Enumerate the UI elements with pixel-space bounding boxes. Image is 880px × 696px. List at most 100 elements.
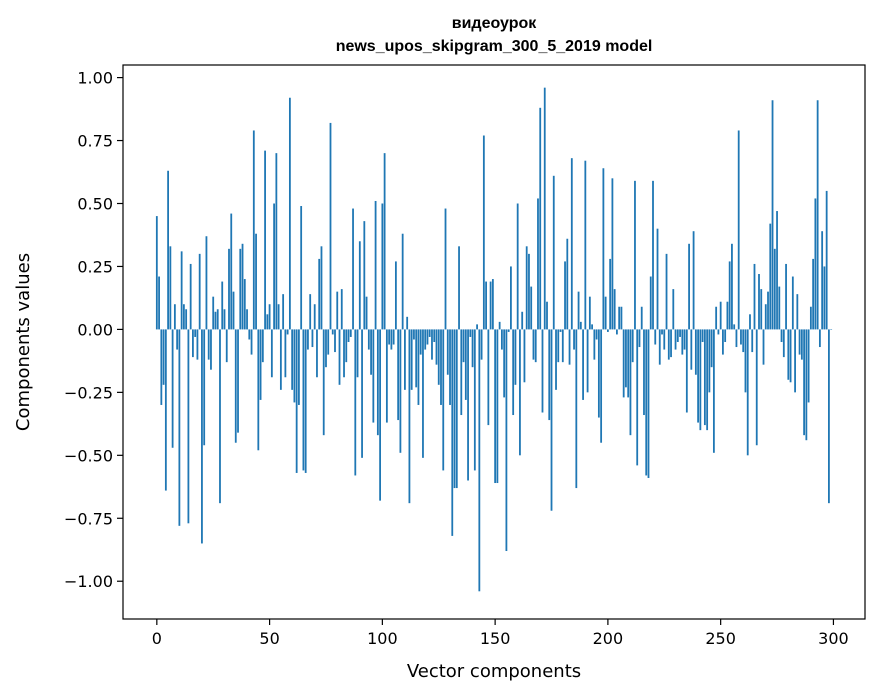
- bar: [548, 329, 551, 421]
- bar: [268, 304, 271, 330]
- bar: [665, 253, 668, 330]
- bar: [645, 329, 648, 476]
- bar: [406, 316, 409, 330]
- bar: [640, 306, 643, 330]
- bar: [755, 329, 758, 446]
- bar: [692, 231, 695, 330]
- bar: [494, 329, 497, 484]
- bar: [212, 296, 215, 330]
- bar: [769, 223, 772, 330]
- bar: [728, 261, 731, 330]
- bar: [744, 329, 747, 393]
- bar: [794, 329, 796, 393]
- bar: [570, 158, 573, 330]
- bar: [180, 251, 183, 330]
- bar: [584, 160, 587, 330]
- bar: [325, 329, 327, 368]
- bar: [616, 329, 618, 335]
- bar: [505, 329, 508, 552]
- bar: [737, 130, 740, 330]
- bar: [214, 311, 217, 330]
- bar: [525, 246, 528, 330]
- y-axis-label: Components values: [13, 253, 34, 431]
- bar: [537, 198, 539, 330]
- bar: [663, 329, 666, 350]
- bar: [654, 329, 657, 345]
- bar: [295, 329, 298, 473]
- bar: [647, 329, 650, 478]
- y-tick-label: 0.25: [77, 257, 113, 276]
- bar: [453, 329, 456, 489]
- bar: [597, 329, 600, 418]
- bar: [618, 306, 621, 330]
- bar: [573, 329, 575, 350]
- bar: [629, 329, 632, 436]
- bar: [221, 281, 224, 330]
- bar: [681, 329, 684, 355]
- bar: [674, 329, 677, 350]
- bar: [776, 211, 778, 330]
- bar: [638, 329, 641, 348]
- bar: [228, 248, 230, 330]
- bar: [791, 276, 794, 330]
- bar: [582, 329, 584, 400]
- y-tick-label: 1.00: [77, 69, 113, 88]
- bar: [478, 329, 481, 592]
- bar: [284, 329, 287, 378]
- bar: [279, 329, 282, 390]
- bar: [634, 180, 636, 330]
- bar: [372, 329, 375, 423]
- bar: [586, 329, 589, 393]
- bar: [419, 329, 422, 355]
- bar: [719, 301, 722, 330]
- bar: [566, 238, 569, 330]
- bar: [424, 329, 427, 350]
- bar: [798, 329, 801, 355]
- bar: [780, 329, 783, 342]
- bar: [546, 301, 548, 330]
- bar: [320, 246, 323, 330]
- x-tick-label: 0: [152, 629, 162, 648]
- bar: [652, 180, 654, 330]
- bar: [397, 329, 400, 421]
- bar: [606, 329, 609, 332]
- bar: [760, 289, 763, 330]
- bar: [252, 130, 255, 330]
- bar: [232, 291, 235, 330]
- bar: [814, 198, 817, 330]
- bar: [300, 206, 303, 330]
- bar: [367, 329, 370, 350]
- bar: [532, 329, 535, 360]
- bar: [620, 306, 623, 330]
- bar: [550, 329, 553, 511]
- bar: [773, 248, 776, 330]
- x-tick-label: 250: [705, 629, 736, 648]
- bar: [426, 329, 429, 345]
- bar: [685, 329, 688, 413]
- bar: [480, 329, 483, 360]
- bar: [821, 231, 824, 330]
- bar: [277, 304, 280, 330]
- bar: [672, 289, 675, 330]
- bar: [512, 329, 515, 416]
- y-tick-label: −0.25: [64, 383, 113, 402]
- x-tick-label: 100: [367, 629, 398, 648]
- bar: [643, 329, 645, 416]
- bar: [631, 329, 634, 363]
- bar: [825, 190, 828, 330]
- bar: [304, 329, 307, 473]
- bar: [167, 170, 169, 330]
- y-tick-label: −0.50: [64, 446, 113, 465]
- bar: [708, 329, 711, 393]
- bar: [600, 329, 603, 443]
- bar: [568, 329, 571, 365]
- bar: [363, 221, 366, 330]
- bar: [539, 107, 542, 330]
- bar: [510, 266, 512, 330]
- bar: [690, 329, 693, 370]
- bar: [496, 329, 499, 484]
- bar: [343, 329, 345, 378]
- bar: [198, 253, 201, 330]
- bar: [302, 329, 305, 471]
- bar: [203, 329, 206, 446]
